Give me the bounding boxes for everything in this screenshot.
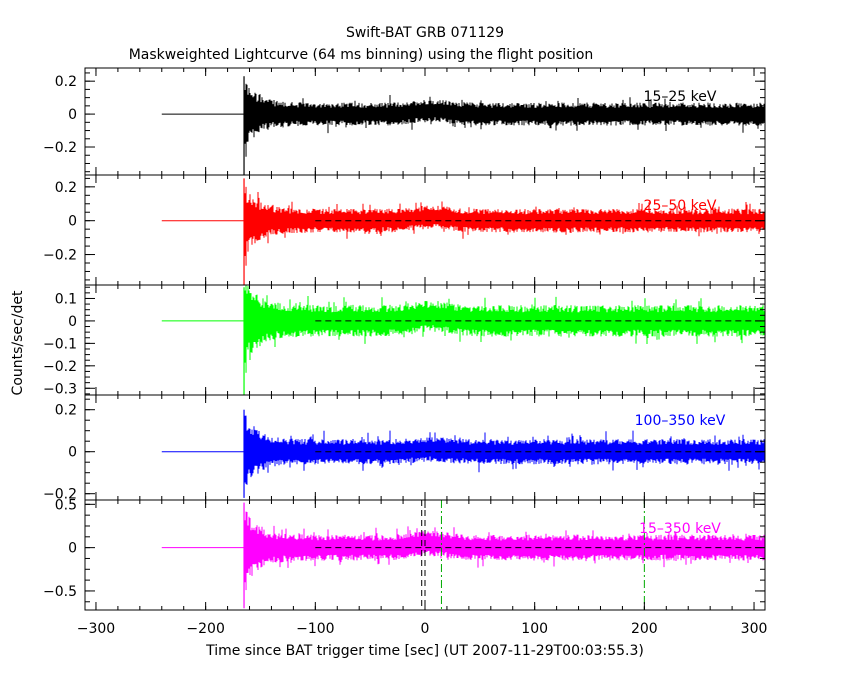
- x-tick-label: −300: [77, 621, 115, 637]
- y-tick-label: 0: [68, 107, 77, 123]
- panel-2: 0.2 0 −0.2 25–50 keV: [43, 174, 766, 286]
- panel-data-group: [161, 409, 765, 498]
- x-tick-label: 100: [521, 621, 548, 637]
- y-tick-label: −0.5: [43, 584, 77, 600]
- y-tick-label: 0.2: [55, 74, 77, 90]
- y-tick-label: 0.2: [55, 180, 77, 196]
- y-tick-label: 0.2: [55, 403, 77, 419]
- y-tick-label: −0.2: [43, 487, 77, 503]
- x-axis-label: Time since BAT trigger time [sec] (UT 20…: [205, 643, 644, 659]
- x-tick-label: 300: [741, 621, 768, 637]
- x-tick-label: 200: [631, 621, 658, 637]
- panel-frame: [84, 174, 766, 286]
- chart-title: Swift-BAT GRB 071129: [346, 25, 504, 41]
- lightcurve-series: [244, 285, 765, 363]
- y-tick-label: 0: [68, 445, 77, 461]
- y-tick-label: −0.2: [43, 248, 77, 264]
- y-tick-label: 0.1: [55, 291, 77, 307]
- y-tick-label: −0.2: [43, 140, 77, 156]
- y-tick-label: −0.1: [43, 336, 77, 352]
- x-tick-label: 0: [421, 621, 430, 637]
- chart-subtitle: Maskweighted Lightcurve (64 ms binning) …: [129, 47, 594, 63]
- band-label: 15–350 keV: [639, 521, 721, 537]
- panel-data-group: [161, 178, 765, 285]
- y-tick-label: 0: [68, 541, 77, 557]
- panel-1: 0.2 0 −0.2 15–25 keV: [43, 67, 766, 176]
- panel-4: 0.2 0 −0.2 100–350 keV: [43, 394, 766, 503]
- y-tick-label: 0: [68, 314, 77, 330]
- y-tick-label: −0.3: [43, 381, 77, 397]
- band-label: 15–25 keV: [644, 89, 717, 105]
- panels-group: 0.2 0 −0.2 15–25 keV 0.2 0 −0.2 25–50 keV 0.1 0 −0…: [43, 67, 768, 637]
- panel-3: 0.1 0 −0.1 −0.2 −0.3: [43, 284, 766, 397]
- x-tick-label: −200: [186, 621, 224, 637]
- band-label: 100–350 keV: [635, 413, 726, 429]
- y-tick-label: −0.2: [43, 359, 77, 375]
- y-tick-label: 0: [68, 214, 77, 230]
- panel-5: 0.5 0 −0.5 15–350 keV: [43, 497, 766, 611]
- y-tick-label: 0.5: [55, 497, 77, 513]
- panel-data-group: [161, 76, 765, 175]
- x-tick-label: −100: [296, 621, 334, 637]
- lightcurve-series: [244, 84, 765, 144]
- y-axis-label: Counts/sec/det: [10, 290, 26, 395]
- panel-data-group: [161, 285, 765, 395]
- panel-data-group: [161, 500, 765, 610]
- band-label: 25–50 keV: [644, 198, 717, 214]
